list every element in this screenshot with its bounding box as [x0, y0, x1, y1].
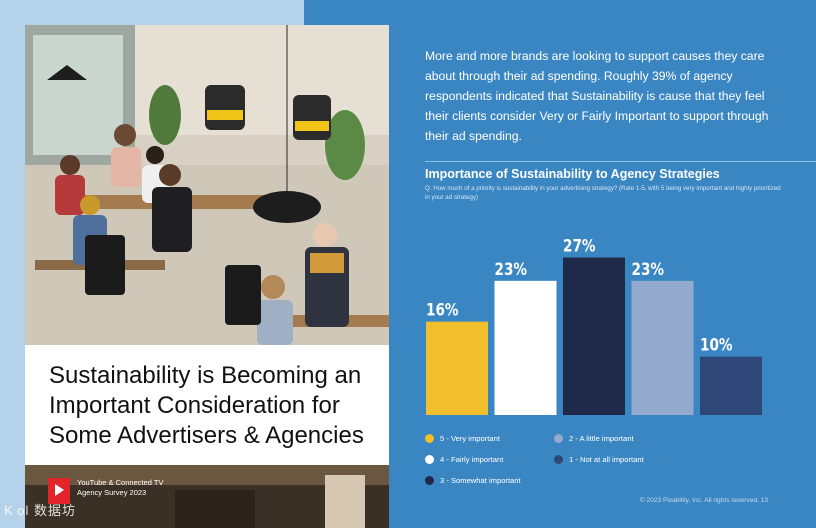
chart-legend: 5 - Very important 4 - Fairly important … [425, 434, 725, 490]
pixability-brand: YouTube & Connected TV Agency Survey 202… [48, 478, 187, 504]
survey-name: YouTube & Connected TV Agency Survey 202… [77, 478, 187, 498]
survey-line-1: YouTube & Connected TV [77, 478, 164, 487]
bar-value-label-5: 16% [426, 300, 459, 320]
copyright-footer: © 2023 Pixability, Inc. All rights reser… [639, 497, 768, 504]
headline-panel: Sustainability is Becoming an Important … [25, 345, 389, 465]
legend-swatch-3 [425, 476, 434, 485]
bar-5 [426, 321, 488, 415]
office-photo-illustration [25, 25, 389, 347]
headline-line-2: Important Consideration for [49, 392, 340, 419]
bar-value-label-1: 10% [700, 335, 733, 355]
desk-photo-illustration [25, 465, 389, 528]
legend-label-4: 4 - Fairly important [440, 455, 504, 464]
bar-1 [700, 356, 762, 415]
page-headline: Sustainability is Becoming an Important … [49, 361, 379, 451]
bar-4 [494, 280, 557, 415]
legend-item-2: 2 - A little important [554, 434, 634, 443]
bar-value-label-2: 23% [632, 259, 665, 279]
bar-2 [631, 280, 694, 415]
legend-swatch-2 [554, 434, 563, 443]
bar-3 [563, 257, 625, 415]
intro-paragraph: More and more brands are looking to supp… [425, 49, 769, 143]
legend-swatch-1 [554, 455, 563, 464]
chart-title: Importance of Sustainability to Agency S… [425, 167, 720, 181]
section-divider [425, 161, 816, 162]
legend-item-3: 3 - Somewhat important [425, 476, 521, 485]
legend-label-1: 1 - Not at all important [569, 455, 644, 464]
watermark: K ol 数据坊 [4, 503, 77, 518]
legend-label-3: 3 - Somewhat important [440, 476, 521, 485]
office-photo [25, 25, 389, 347]
legend-label-5: 5 - Very important [440, 434, 500, 443]
legend-item-1: 1 - Not at all important [554, 455, 644, 464]
chart-question: Q. How much of a priority is sustainabil… [425, 185, 781, 201]
legend-item-4: 4 - Fairly important [425, 455, 503, 464]
desk-photo-strip [25, 465, 389, 528]
importance-bar-chart: 16% 23% 27% 23% 10% [426, 236, 762, 415]
pixability-logo-icon [48, 478, 70, 504]
bar-value-label-3: 27% [563, 236, 596, 256]
legend-swatch-5 [425, 434, 434, 443]
legend-item-5: 5 - Very important [425, 434, 500, 443]
legend-swatch-4 [425, 455, 434, 464]
survey-line-2: Agency Survey 2023 [77, 488, 147, 497]
headline-line-3: Some Advertisers & Agencies [49, 422, 364, 449]
bar-value-label-4: 23% [495, 259, 528, 279]
headline-line-1: Sustainability is Becoming an [49, 362, 362, 389]
legend-label-2: 2 - A little important [569, 434, 634, 443]
